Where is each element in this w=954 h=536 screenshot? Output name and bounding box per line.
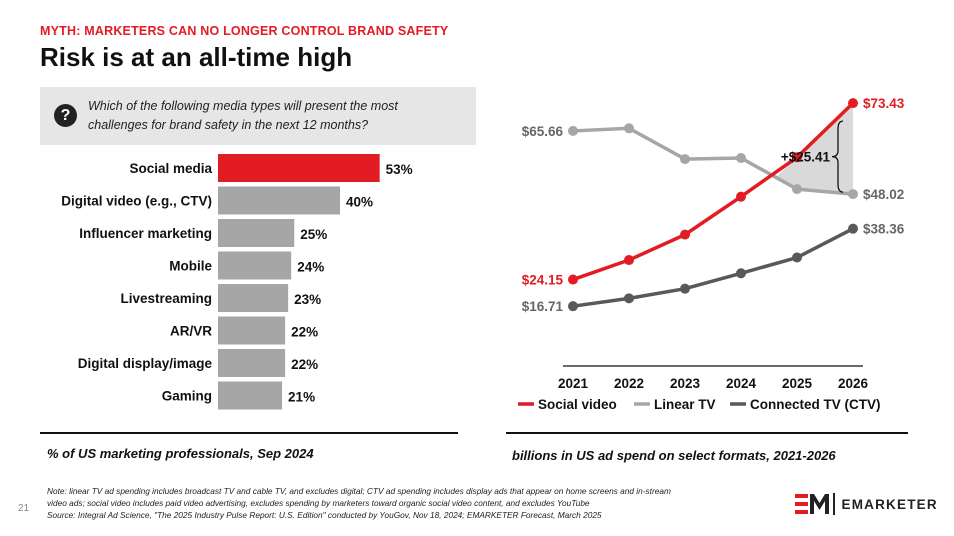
bar-category-label: Mobile — [169, 259, 212, 274]
bar-category-label: Influencer marketing — [79, 226, 212, 241]
series-line — [572, 101, 855, 282]
note-line: Source: Integral Ad Science, "The 2025 I… — [47, 510, 602, 520]
left-footer-label: % of US marketing professionals, Sep 202… — [47, 446, 314, 461]
data-point — [680, 229, 690, 240]
data-point — [568, 274, 578, 285]
bar-chart: Social media 53% Digital video (e.g., CTV)… — [61, 154, 413, 410]
bar-category-label: AR/VR — [170, 324, 212, 339]
note-line: video ads; social video includes paid vi… — [47, 498, 590, 508]
left-footer-rule — [40, 432, 458, 434]
data-point — [624, 293, 634, 304]
x-tick-label: 2022 — [614, 376, 644, 391]
bar — [218, 349, 286, 377]
data-point — [792, 252, 802, 263]
bar-value-label: 23% — [294, 292, 321, 307]
bar — [218, 251, 292, 280]
data-point — [680, 283, 690, 294]
data-point — [568, 125, 578, 136]
x-tick-label: 2025 — [782, 376, 813, 391]
bar-value-label: 21% — [288, 390, 315, 405]
series-start-label: $24.15 — [522, 273, 564, 288]
bar-value-label: 24% — [297, 260, 324, 275]
series-line — [572, 227, 854, 308]
bar — [218, 284, 289, 312]
logo-divider — [833, 493, 835, 515]
bar-value-label: 40% — [346, 195, 373, 210]
x-tick-label: 2021 — [558, 376, 589, 391]
page-number: 21 — [18, 503, 30, 514]
question-text: Which of the following media types will … — [88, 99, 398, 132]
data-point — [624, 123, 634, 134]
bar-value-label: 22% — [291, 325, 318, 340]
data-point — [736, 153, 746, 164]
legend-label: Connected TV (CTV) — [750, 397, 881, 412]
kicker: MYTH: MARKETERS CAN NO LONGER CONTROL BR… — [40, 24, 449, 38]
annotation-label: +$25.41 — [781, 150, 831, 165]
line-chart: 2021 2022 2023 2024 2025 2026 $65.66 $48.02 $16.… — [518, 96, 905, 412]
legend-label: Linear TV — [654, 397, 716, 412]
note-line: Note: linear TV ad spending includes bro… — [47, 486, 671, 496]
gap-shading — [775, 103, 853, 195]
right-footer-rule — [506, 432, 908, 434]
series-end-label: $38.36 — [863, 222, 905, 237]
bar-category-label: Livestreaming — [120, 291, 212, 306]
bar — [218, 219, 295, 247]
data-point — [792, 152, 802, 163]
bar — [218, 381, 283, 410]
series-end-label: $73.43 — [863, 96, 905, 111]
page-title: Risk is at an all-time high — [40, 42, 353, 72]
data-point — [848, 223, 858, 234]
bar — [218, 316, 286, 345]
series-start-label: $16.71 — [522, 299, 564, 314]
data-point — [736, 191, 746, 202]
bar-category-label: Digital display/image — [78, 356, 213, 371]
x-tick-label: 2023 — [670, 376, 701, 391]
bar-value-label: 53% — [386, 162, 413, 177]
bar-category-label: Social media — [129, 161, 212, 176]
data-point — [624, 255, 634, 266]
annotation-bracket — [831, 120, 844, 193]
legend-label: Social video — [538, 397, 617, 412]
bar-category-label: Gaming — [162, 389, 212, 404]
bar-value-label: 25% — [300, 227, 327, 242]
source-notes: Note: linear TV ad spending includes bro… — [47, 485, 767, 521]
question-mark-icon: ? — [54, 104, 77, 127]
x-tick-label: 2024 — [726, 376, 757, 391]
data-point — [848, 189, 858, 200]
data-point — [848, 98, 858, 109]
bar — [218, 186, 340, 215]
brand-logo: EMARKETER — [795, 492, 938, 516]
logo-text: EMARKETER — [841, 496, 938, 512]
data-point — [568, 301, 578, 312]
question-box: ? Which of the following media types wil… — [40, 87, 476, 145]
bar-value-label: 22% — [291, 357, 318, 372]
series-start-label: $65.66 — [522, 124, 564, 139]
data-point — [792, 184, 802, 195]
data-point — [736, 268, 746, 279]
series-end-label: $48.02 — [863, 187, 904, 202]
bar — [218, 154, 380, 182]
right-footer-label: billions in US ad spend on select format… — [512, 448, 836, 463]
series-line — [572, 126, 854, 196]
bar-category-label: Digital video (e.g., CTV) — [61, 194, 212, 209]
data-point — [680, 154, 690, 165]
emarketer-logo-icon — [795, 494, 829, 514]
x-tick-label: 2026 — [838, 376, 869, 391]
